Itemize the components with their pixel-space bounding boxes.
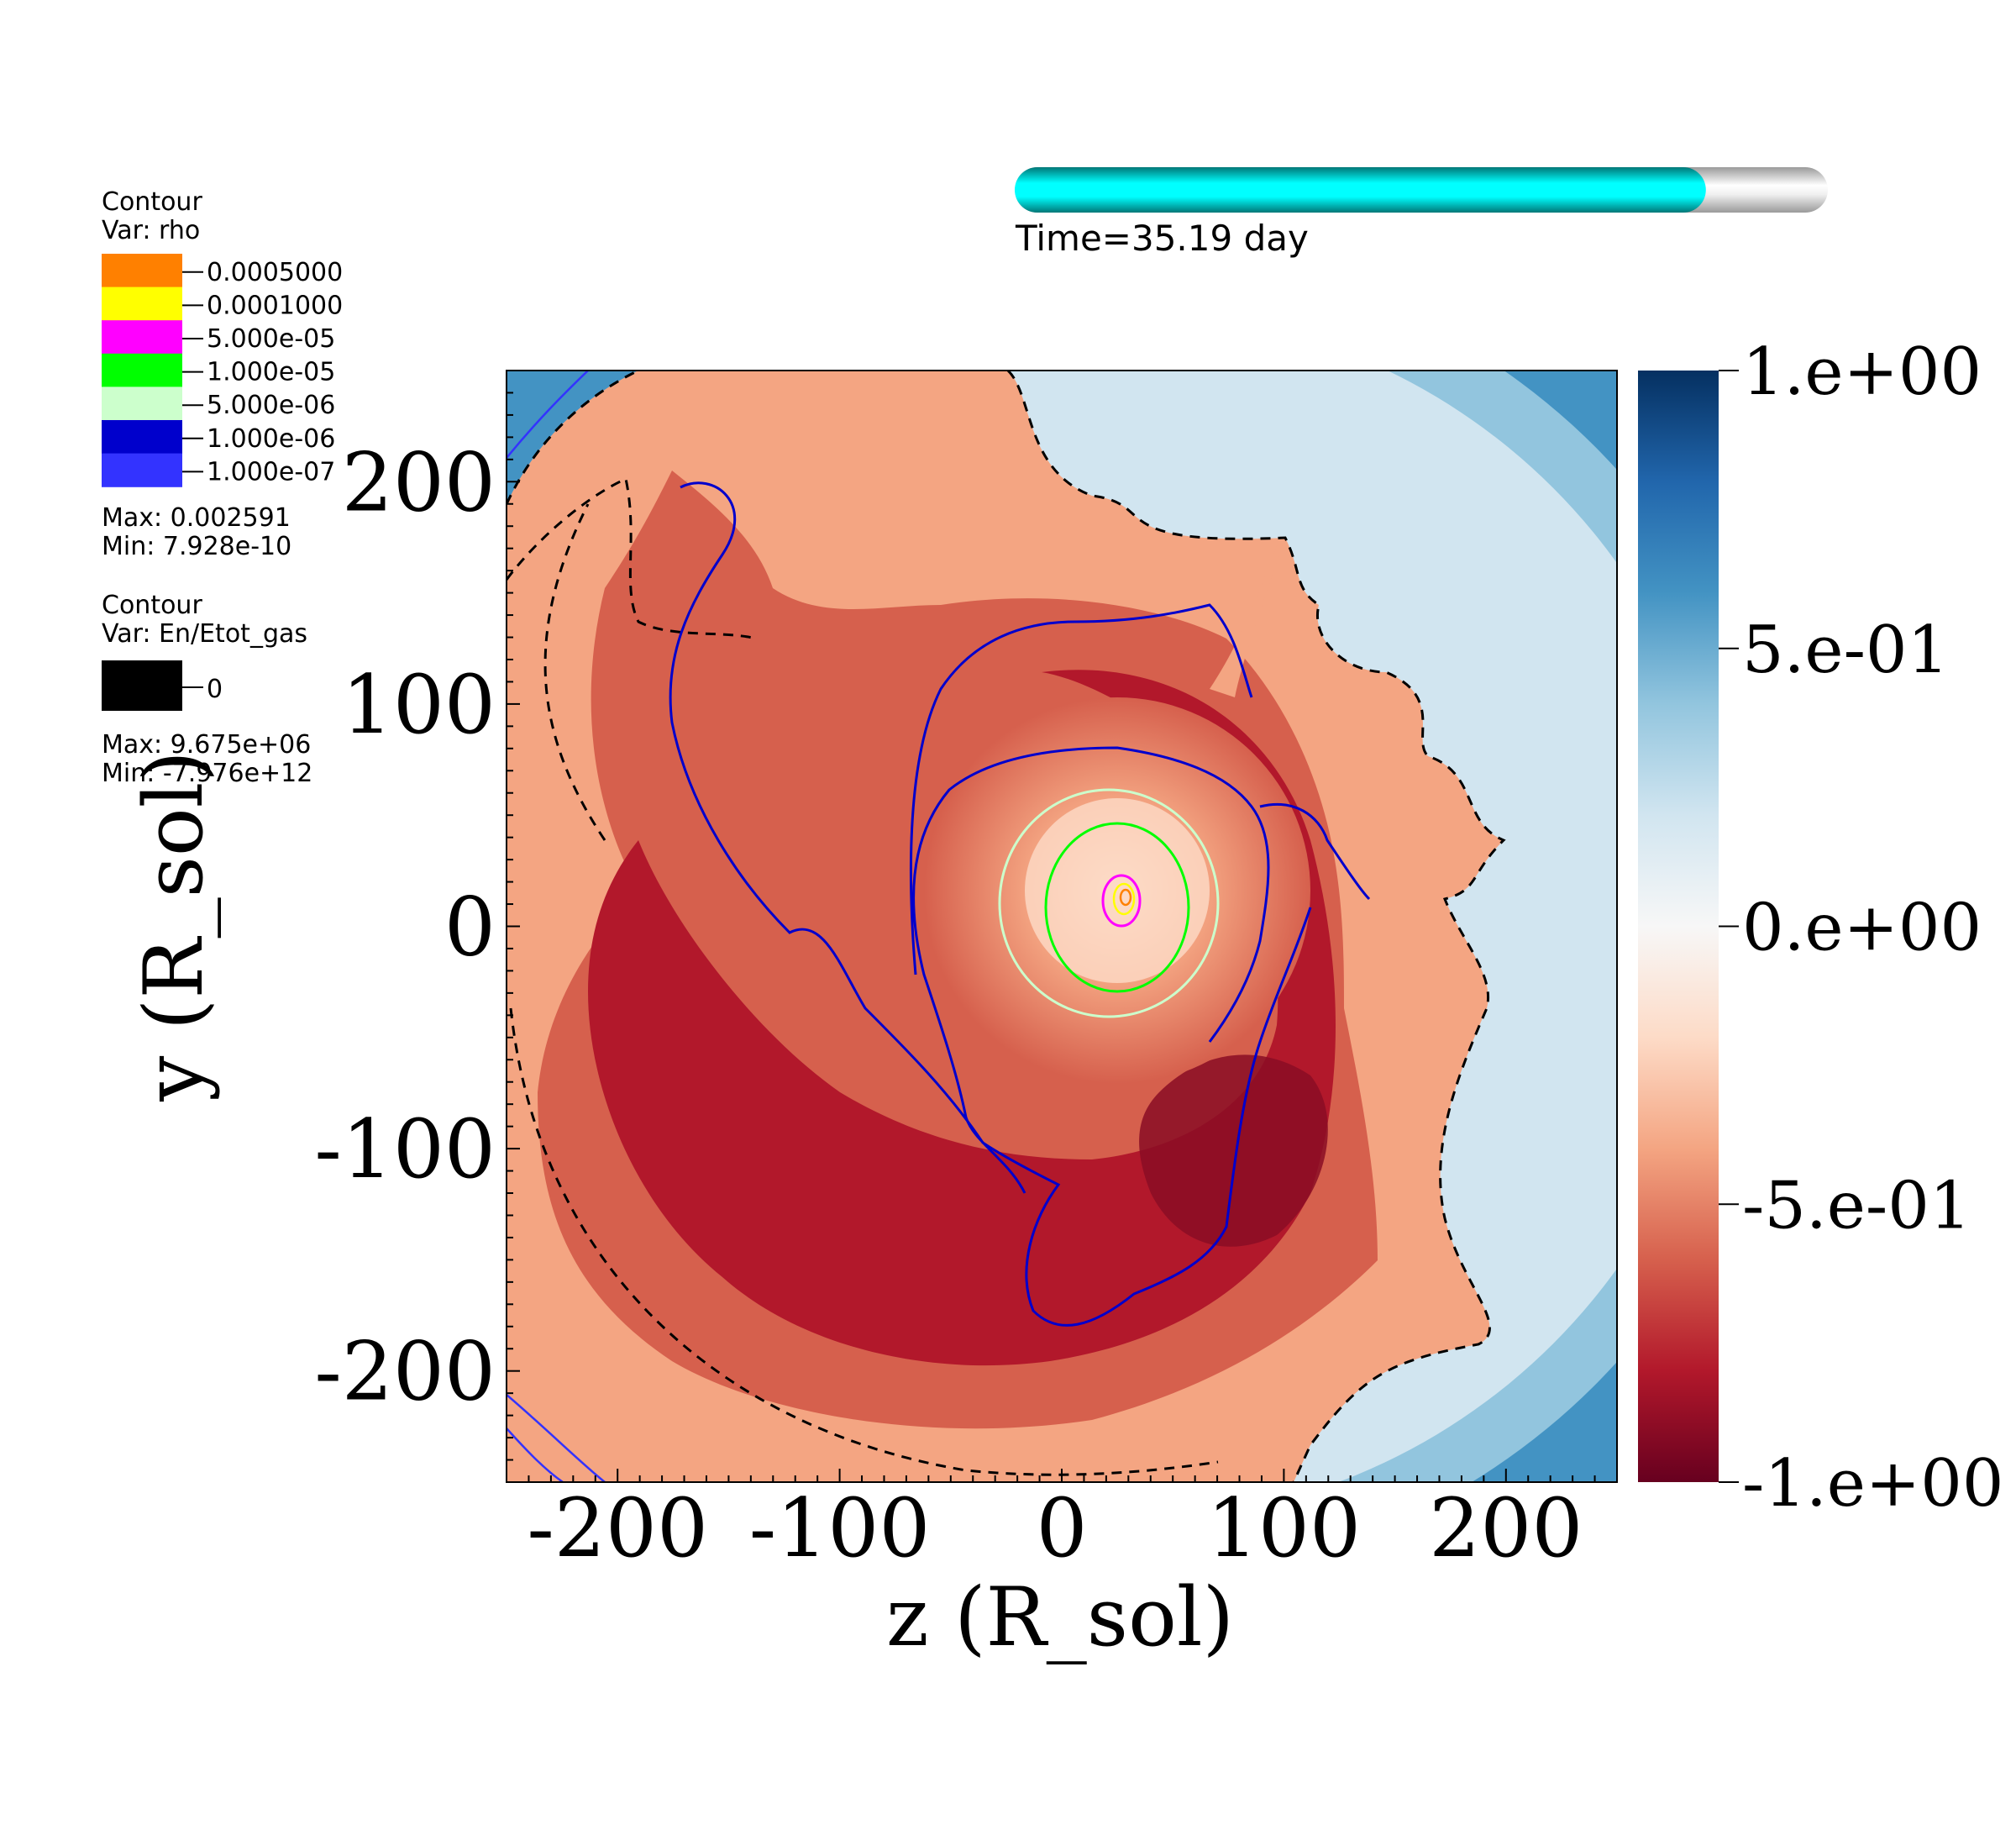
energy-legend-max: Max: 9.675e+06 [102,730,311,760]
rho-legend-label: 0.0001000 [207,291,343,320]
rho-legend-label: 1.000e-06 [207,424,335,454]
rho-legend-swatch [102,453,182,487]
x-tick-label: -200 [527,1481,708,1575]
rho-legend-levels: 0.0005000 0.0001000 5.000e-05 1.000e-05 5.00… [102,254,343,487]
colorbar-ticks: 1.e+00 5.e-01 0.e+00 -5.e-01 -1.e+00 [1719,334,2004,1522]
energy-legend: Contour Var: En/Etot_gas 0 Max: 9.675e+0… [102,591,312,788]
rho-legend-swatch [102,254,182,288]
colorbar-tick-label: -5.e-01 [1742,1168,1971,1243]
colorbar: 1.e+00 5.e-01 0.e+00 -5.e-01 -1.e+00 [1638,334,2004,1522]
y-tick-label: 100 [342,658,496,752]
energy-zero-contour-outer [509,1007,1219,1476]
y-axis-label: y (R_sol) [127,750,221,1102]
energy-zero-contour-inner [507,476,757,841]
rho-contour-5e-04 [1119,888,1132,907]
rho-legend-label: 1.000e-05 [207,358,335,387]
rho-contour-1e-07 [507,371,606,1482]
time-progress-fill [1015,167,1706,213]
x-tick-label: -100 [749,1481,931,1575]
energy-legend-label: 0 [207,675,223,704]
rho-legend-label: 5.000e-05 [207,324,335,354]
colorbar-tick-label: -1.e+00 [1742,1446,2004,1522]
rho-contour-5e-06 [998,788,1220,1018]
y-tick-label: -100 [314,1102,496,1196]
bound-gas-dense [588,670,1336,1366]
energy-legend-title: Contour [102,591,202,620]
rho-legend-label: 0.0005000 [207,258,343,287]
y-tick-label: 200 [342,435,496,529]
rho-legend-min: Min: 7.928e-10 [102,532,291,561]
rho-legend-label: 5.000e-06 [207,391,335,420]
colorbar-tick-label: 1.e+00 [1742,334,1982,410]
y-axis: 200 100 0 -100 -200 [314,370,520,1483]
rho-legend-title: Contour [102,187,202,217]
rho-legend: Contour Var: rho 0.0005000 0.0001000 5.000… [102,187,343,561]
colorbar-gradient [1638,371,1719,1482]
heatmap-plot [507,371,1617,1482]
core-inner [1025,798,1210,983]
rho-legend-swatch [102,320,182,355]
rho-contour-1e-04 [1112,882,1136,916]
rho-legend-swatch [102,287,182,321]
x-tick-label: 0 [1036,1481,1087,1575]
energy-zero-contour [507,371,1506,1482]
bound-gas-arm [1210,536,1285,697]
y-tick-label: 0 [444,881,496,975]
rho-legend-swatch [102,386,182,421]
rho-contour-1e-06 [669,481,1312,1327]
rho-legend-max: Max: 0.002591 [102,503,291,533]
energy-legend-swatch [102,660,182,711]
time-label: Time=35.19 day [1015,218,1309,259]
x-tick-label: 200 [1429,1481,1583,1575]
time-progress-bar [1015,167,1828,213]
rho-contour-5e-05 [1101,874,1142,928]
rho-contour-1e-05 [1044,822,1190,993]
rho-legend-swatch [102,353,182,387]
energy-legend-min: Min: -7.976e+12 [102,759,312,788]
x-axis: -200 -100 0 100 200 [506,1469,1618,1575]
rho-legend-var: Var: rho [102,216,200,245]
x-tick-label: 100 [1207,1481,1361,1575]
energy-legend-var: Var: En/Etot_gas [102,619,307,649]
x-axis-label: z (R_sol) [886,1570,1234,1664]
bound-gas-darkest [1139,1054,1328,1247]
colorbar-tick-label: 0.e+00 [1742,891,1982,966]
y-tick-label: -200 [314,1325,496,1419]
colorbar-tick-label: 5.e-01 [1742,613,1949,688]
rho-legend-swatch [102,420,182,455]
energy-legend-levels: 0 [102,660,223,711]
rho-contour-1e-06-b [1259,802,1371,901]
rho-legend-label: 1.000e-07 [207,457,335,486]
